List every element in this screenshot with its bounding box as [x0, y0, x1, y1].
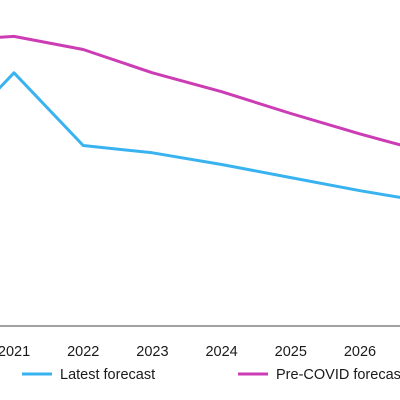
- x-tick-labels: 2021 2022 2023 2024 2025 2026: [0, 344, 376, 360]
- series-line-pre-covid-forecast: [0, 34, 400, 147]
- x-tick-label: 2026: [344, 344, 376, 360]
- legend-label-latest-forecast: Latest forecast: [60, 367, 155, 383]
- x-tick-label: 2023: [136, 344, 168, 360]
- legend: Latest forecast Pre-COVID forecast: [22, 367, 400, 383]
- series-line-latest-forecast: [0, 71, 400, 199]
- x-tick-label: 2022: [67, 344, 99, 360]
- x-tick-label: 2024: [205, 344, 237, 360]
- series-layer: [0, 34, 400, 199]
- x-tick-label: 2021: [0, 344, 30, 360]
- legend-label-pre-covid-forecast: Pre-COVID forecast: [276, 367, 400, 383]
- x-tick-label: 2025: [275, 344, 307, 360]
